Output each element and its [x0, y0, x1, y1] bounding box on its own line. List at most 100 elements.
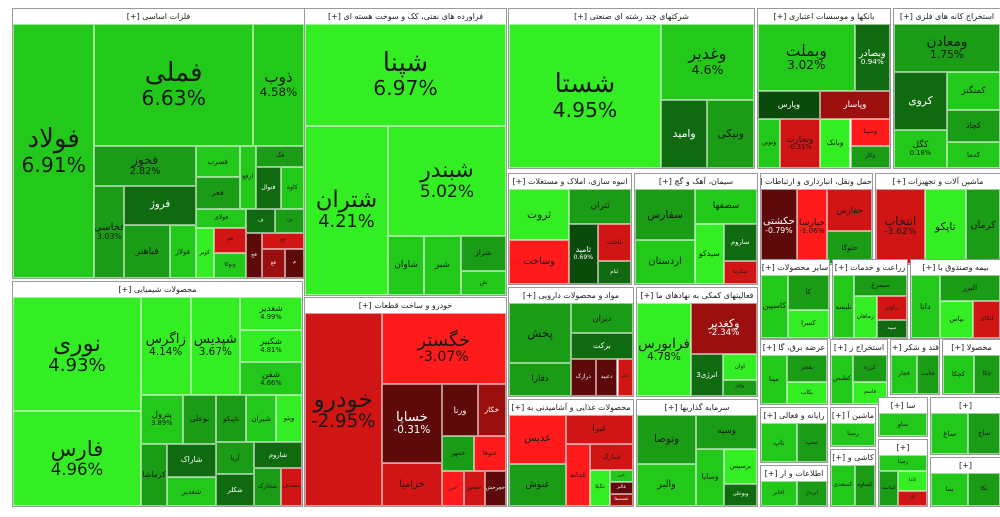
sector-header[interactable]: محصولا [+] — [943, 340, 1000, 356]
sector-header[interactable]: بانکها و موسسات اعتباری [+] — [758, 9, 890, 25]
sector-header[interactable]: فلزات اساسی [+] — [13, 9, 304, 25]
sector-header[interactable]: استخراج ز [+] — [831, 340, 887, 356]
stock-tile[interactable]: ویتو — [276, 395, 302, 443]
stock-tile[interactable]: فع — [261, 248, 286, 278]
stock-tile[interactable]: ثامید 0.69% — [569, 224, 598, 284]
stock-tile[interactable]: تاپکو — [924, 189, 966, 264]
stock-tile[interactable]: خزامیا — [381, 463, 443, 506]
sector-header[interactable]: مواد و محصولات دارویی [+] — [509, 288, 633, 304]
stock-tile[interactable]: شفن 4.66% — [240, 362, 302, 396]
stock-tile[interactable]: شکلر — [216, 474, 255, 506]
stock-tile[interactable]: فملی 6.63% — [94, 24, 253, 146]
stock-tile[interactable]: فخوز 2.82% — [94, 145, 196, 187]
stock-tile[interactable]: فولای — [195, 208, 247, 228]
stock-tile[interactable]: کگل 0.18% — [894, 129, 947, 168]
stock-tile[interactable]: فباهنر — [124, 224, 170, 278]
sector-header[interactable]: شرکتهای چند رشته ای صنعتی [+] — [509, 9, 754, 25]
stock-tile[interactable]: فسرب — [195, 145, 240, 178]
stock-tile[interactable]: شغدیر — [167, 476, 216, 506]
stock-tile[interactable]: شستا 4.95% — [509, 24, 661, 168]
stock-tile[interactable]: سیمرغ — [854, 275, 907, 297]
sector-header[interactable]: زراعت و خدمات [+] — [833, 260, 907, 276]
stock-tile[interactable]: خزر — [442, 471, 464, 506]
stock-tile[interactable]: غزر — [609, 470, 633, 483]
stock-tile[interactable]: وتوصا — [637, 415, 697, 465]
stock-tile[interactable]: وبملت 3.02% — [758, 24, 855, 92]
sector-header[interactable]: محصولات غذایی و آشامیدنی به [+] — [509, 400, 633, 416]
stock-tile[interactable]: شخارک — [254, 467, 281, 506]
stock-tile[interactable]: کرماشا — [141, 443, 168, 506]
stock-tile[interactable]: اخابر — [761, 481, 797, 506]
stock-tile[interactable]: اوان — [722, 353, 757, 380]
stock-tile[interactable]: ساروم — [723, 224, 757, 261]
stock-tile[interactable]: درازک — [571, 358, 596, 396]
sector-header[interactable]: ماشین آ [+] — [831, 408, 875, 424]
stock-tile[interactable]: پترول 3.89% — [141, 395, 183, 444]
stock-tile[interactable]: وکغدیر -2.34% — [691, 303, 757, 354]
stock-tile[interactable]: کدما — [947, 142, 1000, 168]
stock-tile[interactable]: غبرا — [565, 415, 633, 444]
stock-tile[interactable]: شیران — [246, 395, 277, 443]
stock-tile[interactable]: ف — [246, 208, 276, 233]
stock-tile[interactable]: وبانک — [819, 118, 851, 168]
stock-tile[interactable]: انرژی3 — [691, 353, 723, 396]
stock-tile[interactable]: کرزه — [852, 355, 887, 382]
stock-tile[interactable]: کروی — [894, 72, 947, 130]
stock-tile[interactable]: شراز — [460, 235, 506, 272]
sector-header[interactable]: خودرو و ساخت قطعات [+] — [305, 298, 506, 314]
stock-tile[interactable]: سفارس — [635, 189, 696, 241]
stock-tile[interactable]: غگیلا — [590, 470, 610, 506]
stock-tile[interactable]: ختوقا — [474, 436, 506, 472]
stock-tile[interactable]: ونوکا — [213, 252, 247, 278]
stock-tile[interactable]: برسیس — [724, 448, 757, 484]
stock-tile[interactable]: وامید — [660, 99, 708, 168]
stock-tile[interactable]: ارفع — [239, 145, 256, 209]
sector-header[interactable]: [+] — [931, 458, 1000, 474]
sector-header[interactable]: سا [+] — [879, 398, 927, 414]
stock-tile[interactable]: شاوان — [387, 235, 425, 295]
sector-header[interactable]: انبوه سازی، املاک و مستغلات [+] — [509, 174, 631, 190]
sector-header[interactable]: سایر محصولات [+] — [761, 260, 829, 276]
stock-tile[interactable]: بپاس — [939, 300, 974, 338]
sector-header[interactable]: حمل ونقل، انبارداری و ارتباطات [+] — [761, 174, 872, 190]
stock-tile[interactable]: غمارگ — [590, 443, 633, 471]
stock-tile[interactable]: فرابورس 4.78% — [637, 303, 691, 396]
stock-tile[interactable]: مپنا — [761, 355, 787, 404]
stock-tile[interactable]: ثروت — [509, 189, 570, 241]
stock-tile[interactable]: غالبر — [609, 482, 633, 495]
stock-tile[interactable]: ف — [275, 208, 304, 233]
stock-tile[interactable]: زاگرس 4.14% — [141, 297, 191, 396]
stock-tile[interactable]: کاما — [898, 471, 927, 491]
stock-tile[interactable]: وپاسار — [819, 91, 890, 119]
stock-tile[interactable]: خکار — [477, 384, 506, 437]
stock-tile[interactable]: کرمان — [965, 189, 1000, 264]
stock-tile[interactable]: ثاخت — [597, 224, 631, 261]
stock-tile[interactable]: فارس 4.96% — [13, 411, 141, 506]
stock-tile[interactable]: خگستر -3.07% — [381, 313, 506, 385]
stock-tile[interactable]: کسرا — [787, 309, 829, 338]
stock-tile[interactable]: انتخاب -3.62% — [876, 189, 925, 264]
stock-tile[interactable]: قثابت — [916, 355, 939, 394]
stock-tile[interactable]: پخش — [509, 303, 571, 363]
sector-header[interactable]: [+] — [931, 398, 1000, 414]
stock-tile[interactable]: کمنگنز — [947, 72, 1000, 111]
stock-tile[interactable]: خمهر — [442, 436, 475, 472]
stock-tile[interactable]: حتوکا — [827, 231, 872, 264]
stock-tile[interactable]: بفجر — [786, 355, 827, 382]
stock-tile[interactable]: سپید — [876, 320, 907, 338]
stock-tile[interactable]: کطبس — [831, 355, 853, 404]
stock-tile[interactable]: نکا — [968, 473, 1000, 506]
stock-tile[interactable]: کاسپین — [761, 275, 788, 338]
stock-tile[interactable]: برکت — [571, 332, 633, 359]
stock-tile[interactable]: دعبید — [595, 358, 618, 396]
stock-tile[interactable]: سیدکو — [695, 224, 724, 284]
sector-header[interactable]: سیمان، آهک و گچ [+] — [635, 174, 757, 190]
stock-tile[interactable]: آریا — [216, 442, 255, 475]
stock-tile[interactable]: خودرو -2.95% — [305, 313, 382, 506]
stock-tile[interactable]: غنوش — [509, 464, 566, 506]
stock-tile[interactable]: شتران 4.21% — [305, 125, 388, 295]
stock-tile[interactable]: غشصفا — [609, 494, 633, 506]
stock-tile[interactable]: بکاب — [786, 381, 827, 404]
sector-header[interactable]: رایانه و فعالی [+] — [761, 408, 827, 424]
stock-tile[interactable]: حپارسا -1.06% — [796, 189, 828, 264]
